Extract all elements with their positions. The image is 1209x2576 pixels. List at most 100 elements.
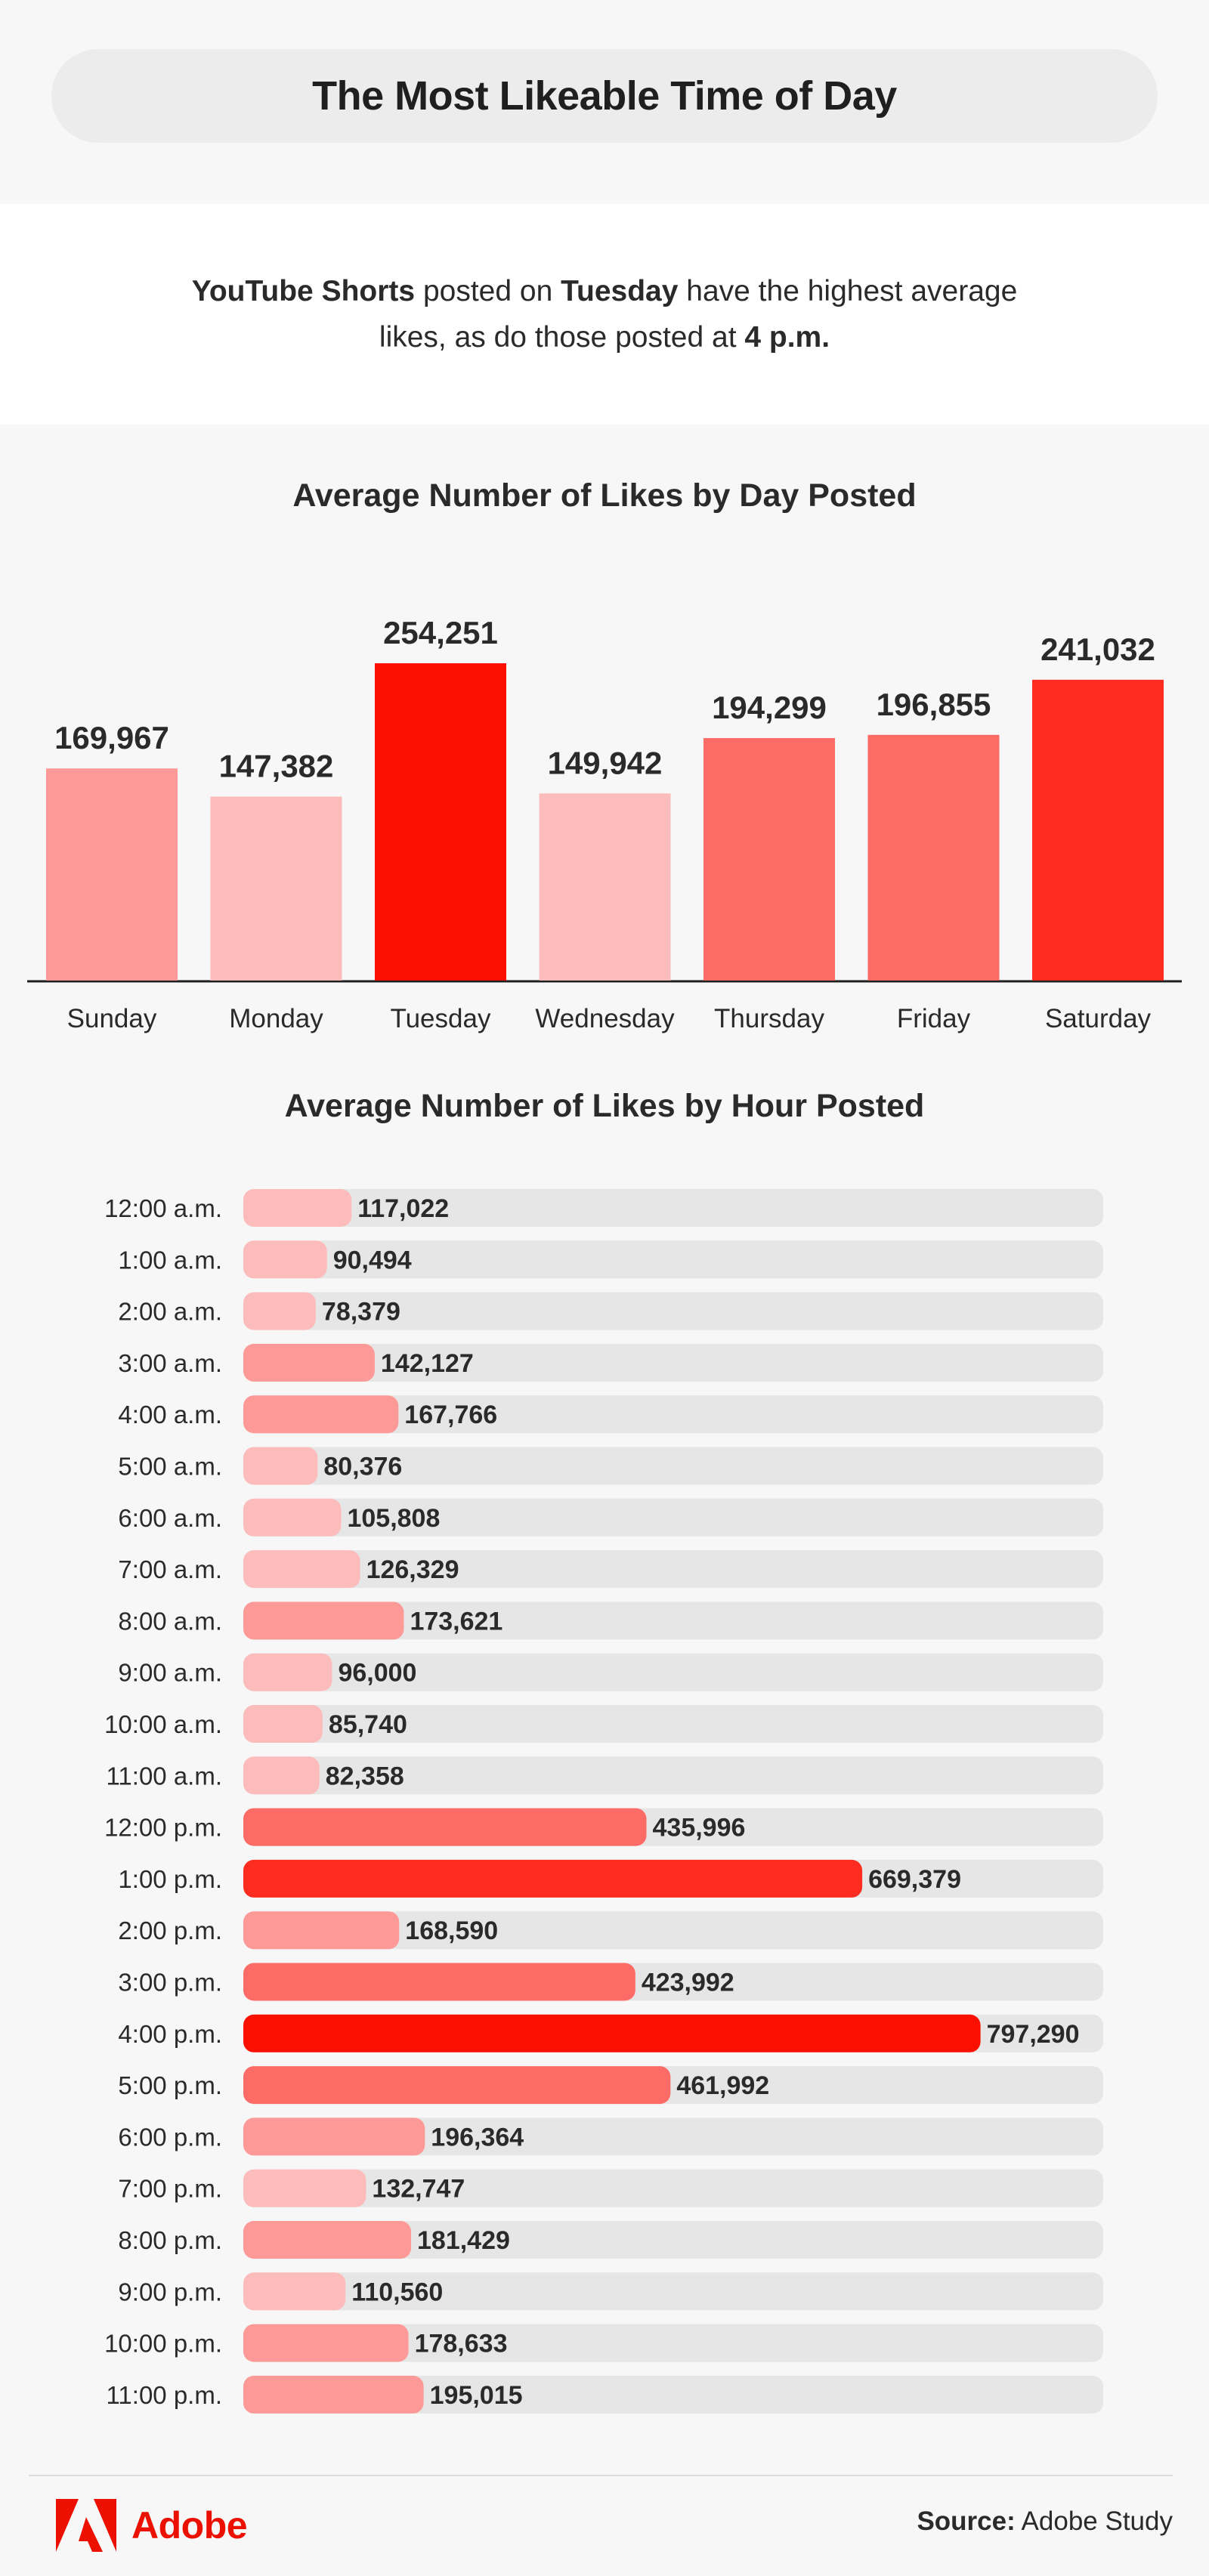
hour-bar: [243, 1756, 320, 1795]
hour-category-label: 12:00 p.m.: [104, 1814, 222, 1842]
hour-bar: [243, 2272, 346, 2311]
hour-bar-value-label: 435,996: [653, 1814, 746, 1842]
day-category-label: Friday: [897, 1004, 971, 1033]
brand-logo: Adobe: [56, 2499, 248, 2552]
hour-bar-track: [243, 1395, 1103, 1434]
hour-bar: [243, 2169, 366, 2207]
hour-bar: [243, 2324, 409, 2362]
hour-bar-value-label: 82,358: [326, 1762, 404, 1790]
day-bar: [375, 663, 506, 981]
day-category-label: Thursday: [714, 1004, 824, 1033]
intro-highlight-day: Tuesday: [561, 275, 679, 307]
hour-bar-value-label: 105,808: [347, 1504, 440, 1533]
hour-bar: [243, 1240, 327, 1279]
footer-divider: [29, 2475, 1173, 2476]
day-bar: [46, 768, 178, 981]
hour-bar-value-label: 167,766: [404, 1401, 497, 1429]
hour-bar: [243, 1859, 863, 1898]
hour-bar-track: [243, 1911, 1103, 1950]
hour-category-label: 1:00 a.m.: [118, 1246, 222, 1274]
hour-category-label: 6:00 p.m.: [118, 2123, 222, 2151]
hour-bar-value-label: 80,376: [323, 1453, 402, 1481]
day-bar: [703, 738, 835, 981]
hour-bar: [243, 1395, 399, 1434]
hour-category-label: 3:00 a.m.: [118, 1349, 222, 1377]
intro-text-part: posted on: [415, 275, 561, 307]
day-category-label: Saturday: [1045, 1004, 1152, 1033]
hour-bar-value-label: 78,379: [322, 1298, 400, 1327]
hour-category-label: 9:00 a.m.: [118, 1659, 222, 1687]
hour-bar: [243, 1292, 316, 1330]
hour-category-label: 5:00 p.m.: [118, 2071, 222, 2099]
hour-bar-value-label: 96,000: [338, 1659, 416, 1688]
hour-category-label: 7:00 p.m.: [118, 2175, 222, 2203]
hour-bar-track: [243, 1602, 1103, 1640]
hour-bar: [243, 2014, 981, 2052]
hour-category-label: 4:00 a.m.: [118, 1401, 222, 1429]
hour-bar-track: [243, 1705, 1103, 1743]
hour-bar: [243, 1498, 342, 1537]
hour-category-label: 8:00 p.m.: [118, 2226, 222, 2254]
source-label: Source:: [917, 2507, 1016, 2536]
hour-bar-track: [243, 1756, 1103, 1795]
hour-bar-value-label: 117,022: [357, 1194, 449, 1223]
hour-category-label: 10:00 p.m.: [104, 2330, 222, 2358]
hour-bar-value-label: 196,364: [431, 2123, 524, 2151]
brand-name: Adobe: [131, 2504, 248, 2547]
hour-category-label: 2:00 p.m.: [118, 1917, 222, 1944]
hour-bar-track: [243, 1653, 1103, 1691]
hour-bar: [243, 1343, 375, 1382]
hour-bar: [243, 2221, 412, 2259]
day-category-label: Tuesday: [391, 1004, 491, 1033]
day-bar-value-label: 169,967: [54, 720, 169, 755]
intro-text: YouTube Shorts posted on Tuesday have th…: [166, 268, 1043, 360]
source-value: Adobe Study: [1015, 2507, 1173, 2536]
day-category-label: Monday: [229, 1004, 323, 1033]
hour-bar-track: [243, 1550, 1103, 1589]
hour-bar-chart: 12:00 a.m. 117,022 1:00 a.m. 90,494 2:00 a.m…: [104, 1189, 1103, 2414]
day-bar-value-label: 147,382: [219, 749, 334, 784]
hour-bar: [243, 2066, 671, 2105]
day-bar: [1032, 679, 1164, 981]
day-bar-value-label: 254,251: [383, 615, 498, 650]
hour-bar: [243, 1653, 332, 1691]
hour-category-label: 11:00 a.m.: [107, 1762, 222, 1790]
hour-bar-value-label: 423,992: [642, 1969, 734, 1997]
hour-bar-value-label: 178,633: [415, 2330, 508, 2358]
hour-category-label: 1:00 p.m.: [118, 1865, 222, 1893]
hour-bar-track: [243, 2375, 1103, 2414]
hour-bar: [243, 2375, 424, 2414]
hour-bar-track: [243, 2169, 1103, 2207]
hour-category-label: 3:00 p.m.: [118, 1969, 222, 1997]
hour-category-label: 9:00 p.m.: [118, 2278, 222, 2306]
hour-bar: [243, 1911, 400, 1950]
source-credit: Source: Adobe Study: [917, 2507, 1173, 2537]
hour-category-label: 11:00 p.m.: [107, 2381, 222, 2409]
hour-bar-value-label: 195,015: [430, 2381, 523, 2410]
hour-bar: [243, 1189, 352, 1227]
day-category-label: Wednesday: [535, 1004, 675, 1033]
hour-bar: [243, 1808, 647, 1846]
day-bar: [867, 734, 1000, 981]
hour-bar-value-label: 142,127: [381, 1349, 474, 1378]
hour-bar-track: [243, 2324, 1103, 2362]
intro-panel: YouTube Shorts posted on Tuesday have th…: [0, 204, 1209, 425]
day-bar: [539, 793, 671, 981]
hour-category-label: 6:00 a.m.: [118, 1504, 222, 1532]
hour-bar: [243, 1550, 360, 1589]
hour-bar-track: [243, 1498, 1103, 1537]
hour-bar-value-label: 90,494: [333, 1246, 412, 1274]
hour-bar-track: [243, 1240, 1103, 1279]
hour-category-label: 10:00 a.m.: [104, 1710, 222, 1738]
hour-category-label: 7:00 a.m.: [118, 1555, 222, 1583]
hour-bar-value-label: 110,560: [351, 2278, 443, 2306]
hour-bar-value-label: 132,747: [372, 2175, 465, 2204]
hour-bar: [243, 1447, 318, 1485]
adobe-logo-icon: [56, 2499, 116, 2552]
hour-bar-value-label: 173,621: [410, 1607, 502, 1635]
hour-bar-value-label: 461,992: [676, 2071, 769, 2100]
hour-category-label: 2:00 a.m.: [118, 1298, 222, 1326]
hour-category-label: 4:00 p.m.: [118, 2020, 222, 2048]
hour-bar-track: [243, 2272, 1103, 2311]
hour-bar-track: [243, 2221, 1103, 2259]
